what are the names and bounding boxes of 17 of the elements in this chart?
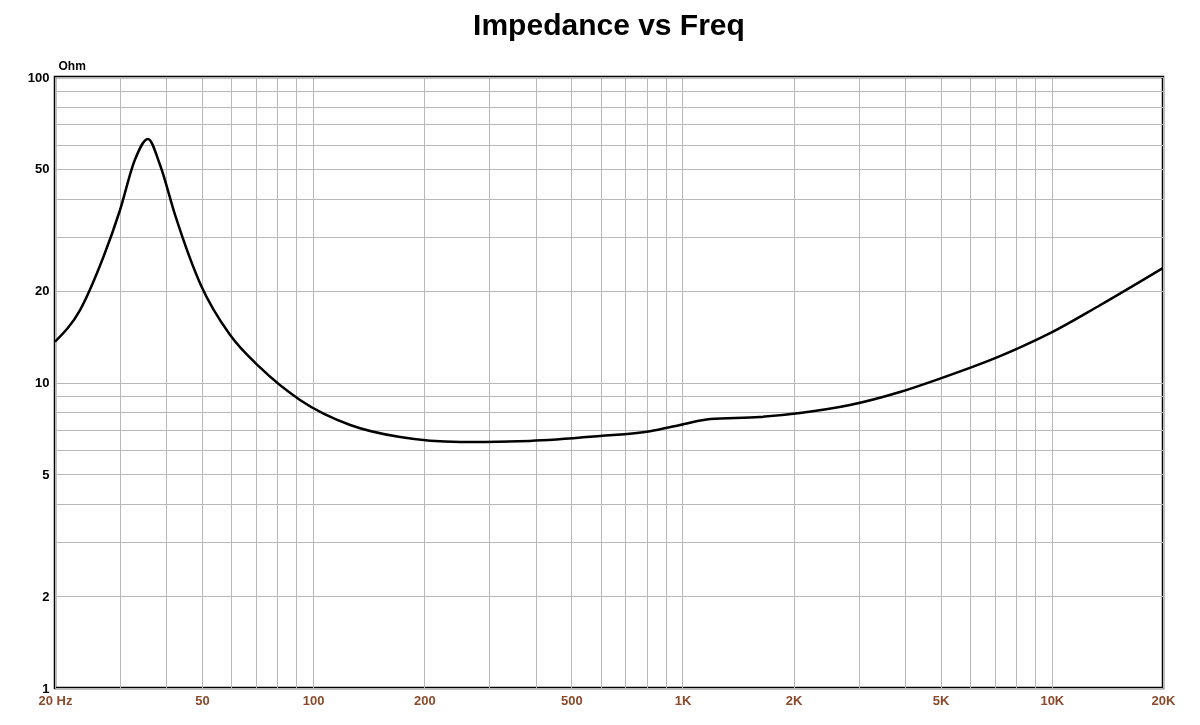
y-tick-label: 5: [42, 466, 50, 482]
x-tick-label: 20K: [1151, 692, 1177, 708]
x-tick-label: 100: [302, 692, 325, 708]
x-tick-label: 5K: [932, 692, 951, 708]
y-tick-label: 10: [35, 375, 50, 390]
x-tick-label: 1K: [674, 692, 692, 708]
y-axis-title: Ohm: [58, 58, 86, 73]
y-tick-label: 100: [27, 69, 50, 85]
x-tick-label: 2K: [785, 692, 804, 708]
chart-title: Impedance vs Freq: [473, 8, 745, 41]
x-tick-label: 200: [413, 692, 436, 708]
y-tick-label: 2: [42, 588, 50, 604]
y-tick-label: 50: [35, 161, 50, 177]
y-tick-label: 20: [35, 283, 50, 299]
x-tick-label: 50: [195, 692, 210, 708]
x-tick-label: 500: [560, 692, 583, 708]
x-tick-label: 10K: [1040, 692, 1065, 708]
